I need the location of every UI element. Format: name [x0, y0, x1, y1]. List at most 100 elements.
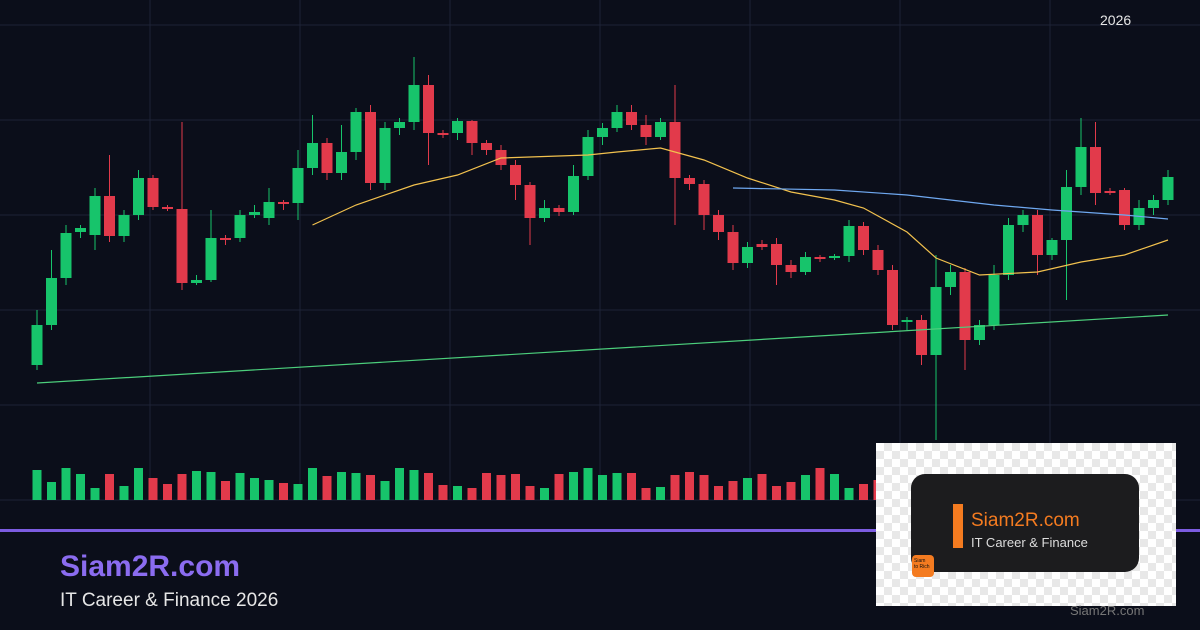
candle-body	[568, 176, 579, 212]
volume-bar	[598, 475, 607, 500]
candle-body	[524, 185, 536, 218]
candle-body	[843, 226, 855, 256]
volume-bar	[47, 482, 56, 500]
candle-body	[481, 143, 492, 150]
candle-body	[437, 133, 449, 135]
moving-average	[732, 187, 1169, 220]
candle-body	[1162, 177, 1174, 200]
volume-bar	[76, 474, 85, 500]
logo-text: Siam	[914, 558, 926, 564]
volume-bar	[409, 470, 419, 500]
volume-bar	[424, 473, 433, 500]
volume-bar	[192, 471, 201, 500]
candle-body	[1119, 190, 1130, 225]
candle-body	[945, 272, 956, 287]
footer: Siam2R.com	[1070, 603, 1145, 618]
volume-bar	[395, 468, 404, 500]
candle-body	[626, 112, 637, 125]
candle-body	[133, 178, 144, 215]
candle-body	[205, 238, 217, 280]
candle-body	[988, 275, 1000, 325]
volume-bar	[221, 481, 230, 500]
logo-text: to Rich	[914, 564, 930, 570]
volume-bar	[844, 488, 854, 500]
brand-title: Siam2R.com	[60, 550, 241, 583]
candle-body	[539, 208, 550, 218]
volume-bar	[772, 486, 781, 500]
badge-logo: Siam to Rich	[912, 555, 934, 577]
candle-body	[234, 215, 246, 238]
volume-bar	[177, 474, 187, 500]
volume-bar	[612, 473, 622, 500]
volume-bar	[322, 476, 332, 500]
candle-body	[742, 247, 753, 263]
candle-body	[930, 287, 942, 355]
volume-bar	[90, 488, 100, 500]
candle-body	[814, 257, 826, 259]
volume-bar	[206, 472, 216, 500]
candle-body	[959, 272, 971, 340]
volume-bar	[279, 483, 288, 500]
brand-subtitle: IT Career & Finance 2026	[60, 590, 279, 611]
candle-body	[785, 265, 797, 272]
moving-average	[36, 314, 1169, 384]
volume-bar	[685, 472, 694, 500]
volume-bar	[496, 475, 506, 500]
volume-bar	[163, 484, 172, 500]
volume-bar	[656, 487, 665, 500]
volume-bar	[134, 468, 143, 500]
candle-body	[727, 232, 739, 263]
candle-body	[89, 196, 101, 235]
candle-body	[1032, 215, 1043, 255]
volume-bar	[641, 488, 651, 500]
volume-bar	[438, 485, 448, 500]
volume-bar	[815, 468, 825, 500]
candle-body	[249, 212, 260, 215]
candle-body	[597, 128, 608, 137]
volume-bar	[714, 486, 723, 500]
candle-body	[669, 122, 681, 178]
volume-bar	[467, 488, 477, 500]
volume-bar	[105, 474, 114, 500]
badge-card: Siam2R.com IT Career & Finance	[911, 474, 1139, 572]
volume-bar	[554, 474, 564, 500]
candle-body	[1061, 187, 1072, 240]
candle-body	[394, 122, 405, 128]
candle-body	[698, 184, 710, 215]
volume-bar	[351, 473, 361, 500]
volume-bar	[148, 478, 158, 500]
candle-body	[321, 143, 333, 173]
candle-body	[1003, 225, 1014, 275]
candle-body	[379, 128, 391, 183]
candle-body	[31, 325, 43, 365]
candle-body	[655, 122, 666, 137]
volume-bar	[540, 488, 549, 500]
candle-body	[887, 270, 898, 325]
candle-body	[713, 215, 724, 232]
volume-bar	[801, 475, 810, 500]
candle-body	[466, 121, 478, 143]
divider	[0, 529, 1200, 532]
volume-bar	[366, 475, 375, 500]
candle-body	[191, 280, 202, 283]
candle-body	[278, 202, 289, 204]
volume-bar	[250, 478, 259, 500]
candle-body	[974, 325, 985, 340]
volume-bar	[119, 486, 129, 500]
volume-bar	[627, 473, 636, 500]
volume-bar	[380, 481, 390, 500]
candle-body	[263, 202, 275, 218]
volume-bar	[830, 474, 839, 500]
volume-bar	[32, 470, 42, 500]
moving-average	[312, 147, 1169, 276]
volume-bar	[699, 475, 709, 500]
candle-body	[1046, 240, 1058, 255]
candle-body	[147, 178, 159, 207]
candle-body	[1017, 215, 1029, 225]
candle-body	[1075, 147, 1087, 187]
badge-title: Siam2R.com	[971, 510, 1080, 531]
candle-body	[176, 209, 188, 283]
candle-body	[46, 278, 57, 325]
candle-body	[582, 137, 594, 176]
